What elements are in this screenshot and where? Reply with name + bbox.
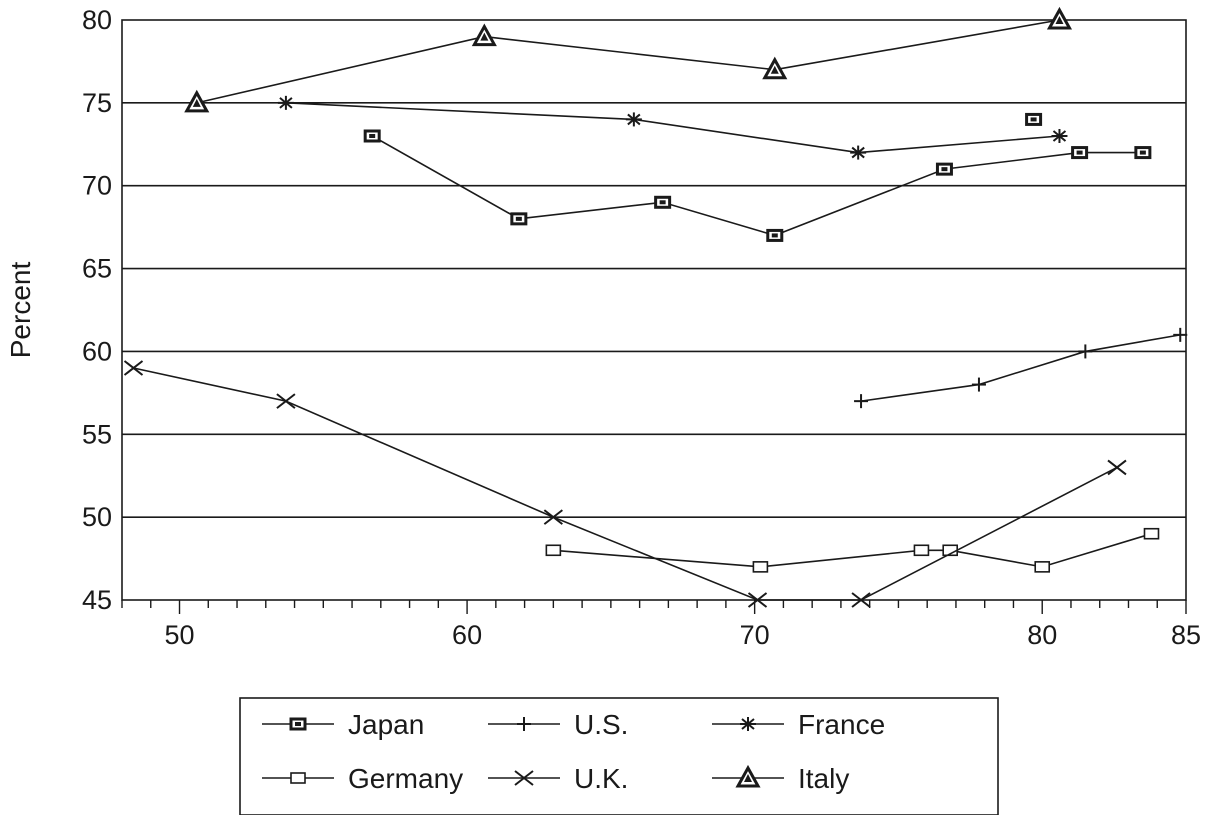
series-japan (363, 112, 1152, 242)
gridlines (122, 102, 1186, 518)
data-point (854, 394, 869, 409)
data-point (514, 770, 534, 786)
data-point (510, 212, 528, 226)
data-point (766, 228, 784, 242)
y-axis-title: Percent (5, 262, 36, 359)
series-line (553, 532, 1152, 568)
data-point (1134, 146, 1152, 160)
data-point (184, 89, 210, 113)
legend-label: U.K. (574, 763, 628, 794)
data-point (1046, 6, 1073, 30)
series-group (123, 6, 1188, 608)
legend-label: Japan (348, 709, 424, 740)
y-tick-label: 60 (82, 336, 112, 366)
x-tick-label: 60 (452, 620, 482, 650)
data-point (851, 592, 871, 608)
series-line (133, 367, 1118, 601)
legend-label: Italy (798, 763, 849, 794)
series-france (277, 95, 1068, 160)
legend-item-germany: Germany (262, 763, 463, 794)
data-point (1071, 146, 1089, 160)
legend-item-france: France (712, 709, 885, 740)
series-u-k (123, 360, 1127, 608)
data-point (850, 145, 867, 160)
series-line (860, 334, 1181, 402)
series-italy (184, 6, 1073, 113)
data-point (1107, 459, 1127, 476)
data-point (913, 544, 930, 557)
data-point (654, 195, 672, 209)
data-point (1051, 129, 1068, 143)
y-axis: 45 50 55 60 65 70 75 80 (82, 5, 112, 615)
data-point (363, 129, 381, 143)
y-tick-label: 80 (82, 5, 112, 35)
data-point (1078, 344, 1093, 359)
series-line (196, 19, 1060, 104)
data-point (517, 717, 531, 731)
plot-frame (121, 19, 1187, 601)
y-tick-label: 70 (82, 171, 112, 201)
data-point (471, 23, 497, 47)
y-tick-label: 50 (82, 502, 112, 532)
data-point (545, 544, 562, 557)
x-tick-label: 70 (740, 620, 770, 650)
data-point (123, 360, 144, 376)
data-point (762, 56, 788, 80)
data-point (543, 509, 563, 525)
data-point (752, 561, 769, 573)
legend-box (239, 697, 999, 815)
data-point (625, 112, 642, 127)
y-tick-label: 55 (82, 419, 112, 449)
legend-label: Germany (348, 763, 463, 794)
data-point (1034, 561, 1051, 573)
x-tick-label: 50 (164, 620, 194, 650)
data-point (747, 592, 768, 608)
series-line (285, 102, 1060, 154)
series-germany (545, 527, 1160, 573)
data-point (740, 717, 756, 731)
y-tick-label: 75 (82, 88, 112, 118)
data-point (1025, 112, 1043, 126)
data-point (971, 377, 986, 392)
legend: Japan U.S. France Germany U.K. Italy (239, 697, 999, 815)
data-point (1173, 327, 1188, 342)
legend-item-u-s: U.S. (488, 709, 628, 740)
legend-item-u-k: U.K. (488, 763, 628, 794)
x-tick-label: 80 (1027, 620, 1057, 650)
series-u-s (854, 327, 1188, 409)
legend-item-japan: Japan (262, 709, 424, 740)
data-point (935, 162, 953, 176)
x-tick-label: 85 (1171, 620, 1201, 650)
data-point (735, 764, 761, 788)
data-point (1143, 527, 1160, 540)
data-point (290, 772, 306, 784)
data-point (276, 393, 296, 409)
legend-item-italy: Italy (712, 763, 849, 794)
x-axis: 50 60 70 80 85 (121, 600, 1201, 650)
legend-label: France (798, 709, 885, 740)
legend-label: U.S. (574, 709, 628, 740)
y-tick-label: 65 (82, 254, 112, 284)
data-point (277, 95, 294, 110)
y-tick-label: 45 (82, 585, 112, 615)
data-point (289, 717, 307, 731)
